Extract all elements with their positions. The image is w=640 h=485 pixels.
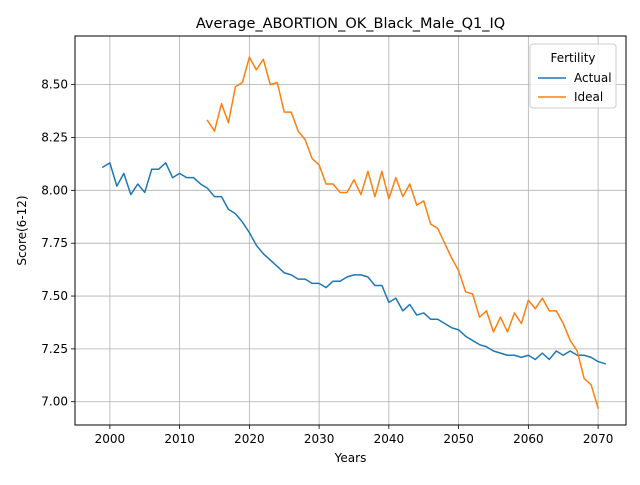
series-line-ideal [206, 56, 600, 410]
y-tick-label: 7.50 [41, 289, 68, 303]
x-tick-label: 2040 [374, 432, 405, 446]
x-tick-label: 2060 [513, 432, 544, 446]
y-tick-label: 7.25 [41, 342, 68, 356]
y-axis-label: Score(6-12) [15, 195, 29, 265]
legend-label-actual: Actual [574, 71, 612, 85]
legend-title: Fertility [550, 51, 595, 65]
x-axis-label: Years [334, 451, 367, 465]
y-tick-label: 7.75 [41, 236, 68, 250]
plot-frame [74, 35, 627, 426]
y-tick-label: 7.00 [41, 395, 68, 409]
x-tick-label: 2030 [304, 432, 335, 446]
legend-label-ideal: Ideal [574, 90, 603, 104]
legend: Fertility Actual Ideal [529, 43, 617, 109]
x-tick-label: 2010 [164, 432, 195, 446]
y-tick-label: 8.00 [41, 183, 68, 197]
axis-ticks: 2000 2010 2020 2030 2040 2050 2060 2070 7.00 7.25… [41, 78, 613, 446]
series-line-actual [101, 162, 607, 365]
y-tick-label: 8.25 [41, 130, 68, 144]
chart-title: Average_ABORTION_OK_Black_Male_Q1_IQ [196, 16, 505, 32]
x-tick-label: 2020 [234, 432, 265, 446]
x-tick-label: 2000 [95, 432, 126, 446]
x-tick-label: 2050 [443, 432, 474, 446]
x-tick-label: 2070 [583, 432, 614, 446]
series-lines [101, 56, 607, 410]
legend-items: Actual Ideal [538, 71, 612, 104]
legend-box [529, 43, 617, 109]
y-tick-label: 8.50 [41, 78, 68, 92]
